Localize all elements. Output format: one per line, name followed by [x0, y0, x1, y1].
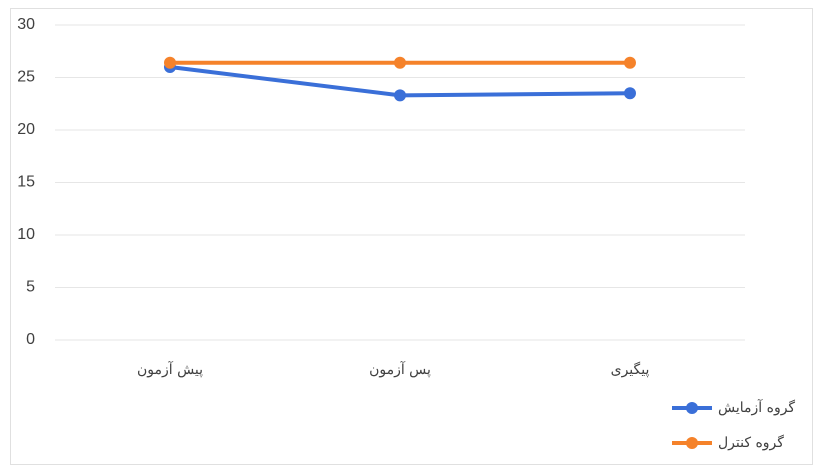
legend-label: گروه آزمایش: [718, 398, 795, 416]
data-point: [624, 56, 636, 69]
y-tick-label: 30: [17, 16, 35, 33]
data-point: [394, 56, 406, 69]
x-tick-label: پیش آزمون: [137, 360, 203, 378]
data-point: [394, 89, 406, 102]
legend-label: گروه کنترل: [718, 434, 784, 451]
y-tick-label: 0: [26, 331, 35, 348]
y-tick-label: 25: [17, 69, 35, 86]
y-tick-label: 20: [17, 121, 35, 138]
x-tick-label: پس آزمون: [369, 360, 431, 378]
data-point: [624, 87, 636, 100]
y-tick-label: 5: [26, 279, 35, 296]
y-tick-label: 15: [17, 174, 35, 191]
legend-marker: [686, 437, 698, 449]
y-tick-label: 10: [17, 226, 35, 243]
x-tick-label: پیگیری: [611, 361, 650, 378]
data-point: [164, 56, 176, 69]
legend-marker: [686, 402, 698, 414]
chart-border: [10, 8, 813, 465]
